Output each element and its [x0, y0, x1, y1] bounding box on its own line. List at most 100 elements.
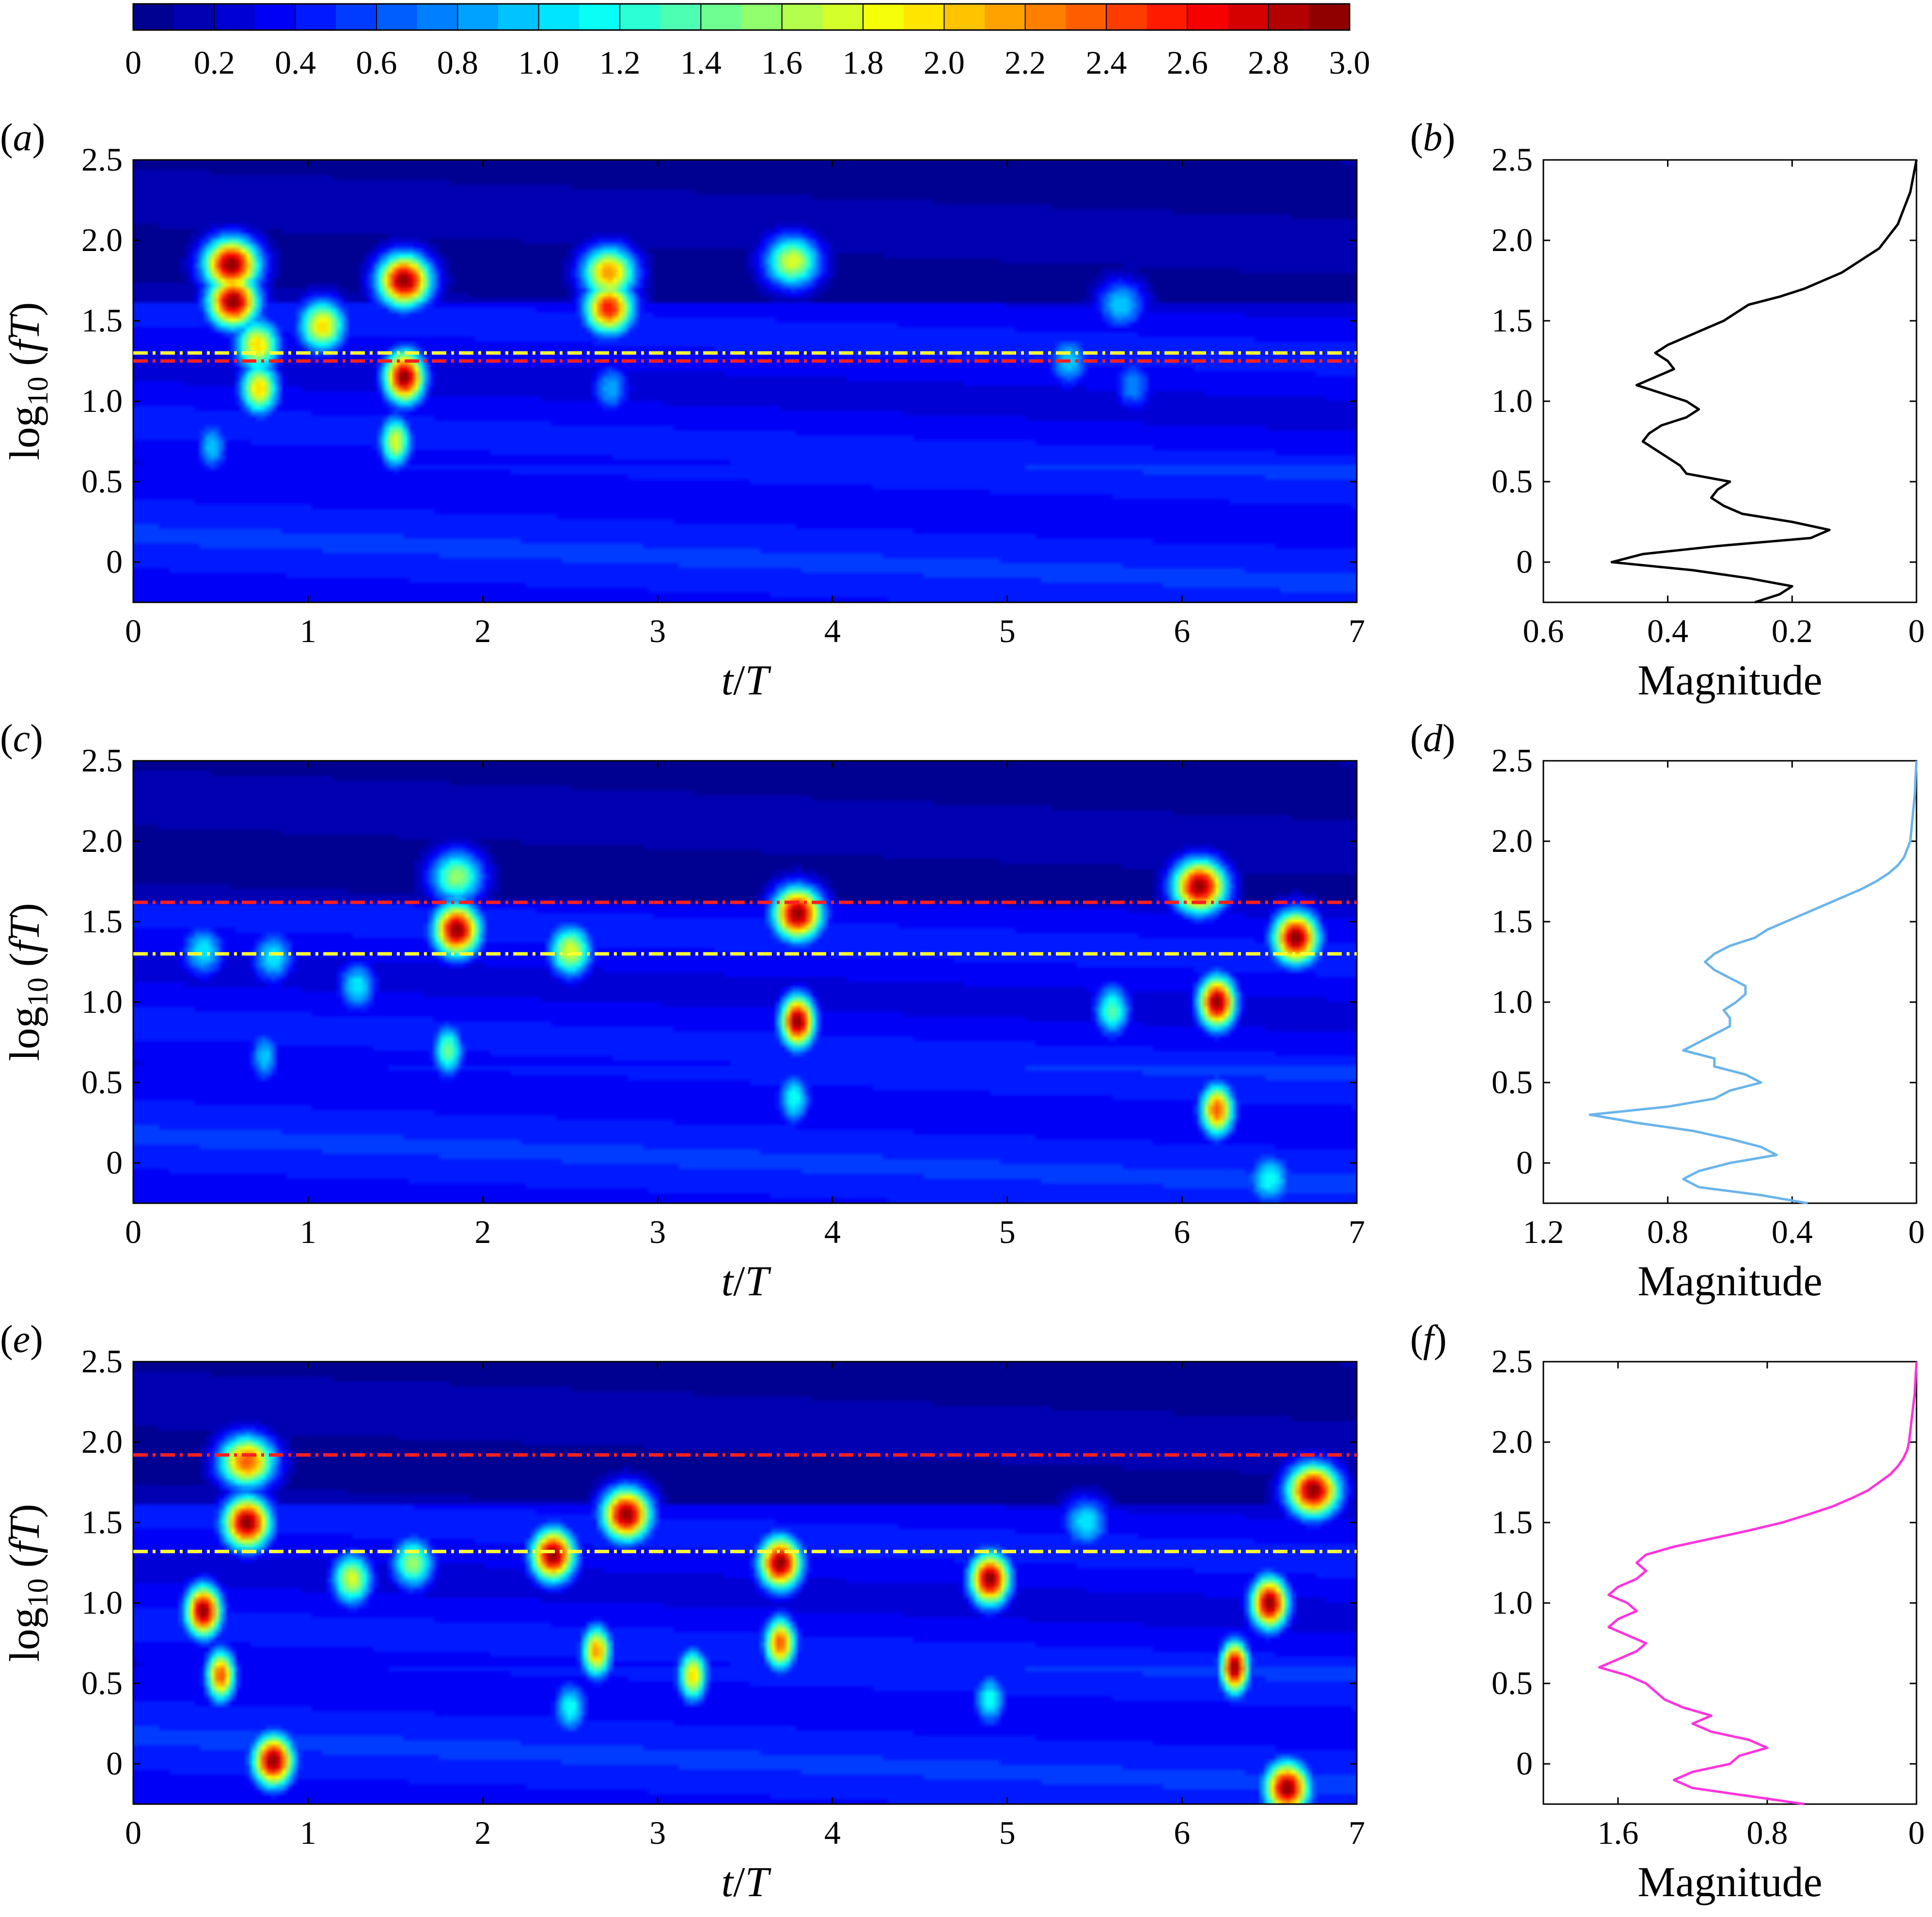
- colorbar: [132, 3, 1351, 31]
- colorbar-tick-label: 0.4: [275, 44, 316, 81]
- colorbar-level: [255, 4, 296, 30]
- colorbar-level: [701, 4, 742, 30]
- colorbar-tick-label: 2.6: [1167, 44, 1208, 81]
- x-tick-label: 0: [1908, 613, 1925, 649]
- colorbar-tick-label: 1.8: [843, 44, 884, 81]
- axes-5: [132, 1361, 1358, 1805]
- y-tick-label: 2.0: [1492, 822, 1533, 859]
- panel-label: (c): [0, 717, 43, 760]
- colorbar-tick-label: 0.8: [437, 44, 478, 81]
- colorbar-tick-label: 1.0: [518, 44, 559, 81]
- x-tick-label: 0.4: [1772, 1213, 1813, 1250]
- x-tick-label: 5: [999, 1814, 1016, 1851]
- colorbar-level: [336, 4, 377, 30]
- colorbar-level: [457, 4, 499, 30]
- y-tick-label: 0.5: [1492, 1665, 1533, 1701]
- y-tick-label: 0.5: [1492, 1064, 1533, 1100]
- y-axis-title: log10 (fT): [1, 903, 54, 1061]
- x-tick-label: 3: [649, 1213, 666, 1250]
- heatmap-field: [133, 761, 1357, 1203]
- x-tick-label: 5: [999, 1213, 1016, 1250]
- y-tick-label: 1.5: [81, 1504, 123, 1540]
- colorbar-level: [377, 4, 418, 30]
- x-tick-label: 7: [1349, 1213, 1365, 1250]
- y-tick-label: 0: [106, 1745, 123, 1782]
- colorbar-level: [660, 4, 702, 30]
- colorbar-level: [538, 4, 580, 30]
- colorbar-tick-label: 2.8: [1248, 44, 1289, 81]
- axes-1: [132, 159, 1358, 603]
- panel-label: (b): [1410, 116, 1455, 159]
- colorbar-level: [579, 4, 620, 30]
- y-tick-label: 2.0: [81, 1423, 123, 1460]
- x-tick-label: 0.8: [1647, 1213, 1688, 1250]
- colorbar-level: [620, 4, 661, 30]
- y-tick-label: 2.0: [81, 221, 123, 258]
- y-tick-label: 1.0: [1492, 382, 1533, 419]
- y-axis-title: log10 (fT): [1, 1504, 54, 1662]
- x-tick-label: 0.8: [1747, 1814, 1788, 1851]
- x-axis-title: Magnitude: [1637, 657, 1822, 704]
- x-tick-label: 4: [824, 1213, 841, 1250]
- colorbar-level: [822, 4, 864, 30]
- y-tick-label: 0.5: [1492, 463, 1533, 500]
- colorbar-tick-label: 2.0: [924, 44, 965, 81]
- panel-label: (d): [1410, 717, 1455, 760]
- colorbar-tick-label: 1.6: [761, 44, 802, 81]
- colorbar-level: [133, 4, 174, 30]
- x-tick-label: 0: [125, 1213, 141, 1250]
- x-tick-label: 4: [824, 613, 841, 649]
- colorbar-level: [1025, 4, 1067, 30]
- colorbar-level: [295, 4, 337, 30]
- x-tick-label: 0.4: [1647, 613, 1688, 649]
- x-tick-label: 3: [649, 613, 666, 649]
- y-tick-label: 2.0: [1492, 1423, 1533, 1460]
- colorbar-level: [1187, 4, 1228, 30]
- axes-3: [132, 760, 1358, 1204]
- y-tick-label: 2.5: [1492, 742, 1533, 779]
- x-tick-label: 6: [1174, 1213, 1190, 1250]
- colorbar-level: [1106, 4, 1147, 30]
- x-tick-label: 5: [999, 613, 1016, 649]
- y-tick-label: 0: [106, 1144, 123, 1181]
- y-tick-label: 1.5: [1492, 302, 1533, 339]
- colorbar-level: [1228, 4, 1269, 30]
- spectrum-line: [1598, 1361, 1918, 1806]
- colorbar-tick-label: 2.2: [1005, 44, 1046, 81]
- colorbar-level: [1147, 4, 1188, 30]
- colorbar-level: [417, 4, 458, 30]
- y-tick-label: 1.5: [1492, 1504, 1533, 1540]
- axes-4: [1542, 760, 1917, 1204]
- y-tick-label: 2.5: [81, 141, 123, 178]
- y-tick-label: 0: [106, 543, 123, 580]
- y-tick-label: 0: [1516, 543, 1533, 580]
- y-tick-label: 2.5: [81, 742, 123, 779]
- heatmap-field: [133, 1362, 1357, 1804]
- colorbar-tick-label: 2.4: [1086, 44, 1127, 81]
- x-axis-title: Magnitude: [1637, 1258, 1822, 1305]
- x-tick-label: 0: [125, 613, 141, 649]
- y-tick-label: 2.5: [1492, 1343, 1533, 1380]
- x-tick-label: 1: [300, 1814, 316, 1851]
- colorbar-level: [903, 4, 945, 30]
- colorbar-level: [985, 4, 1026, 30]
- x-tick-label: 6: [1174, 613, 1190, 649]
- y-tick-label: 0: [1516, 1745, 1533, 1782]
- x-axis-title: t/T: [722, 1859, 772, 1906]
- panel-label: (e): [0, 1318, 43, 1361]
- colorbar-level: [1066, 4, 1107, 30]
- y-axis-title: log10 (fT): [1, 302, 54, 460]
- x-tick-label: 1: [300, 613, 316, 649]
- x-tick-label: 1: [300, 1213, 316, 1250]
- y-tick-label: 0.5: [81, 463, 123, 500]
- colorbar-level: [741, 4, 783, 30]
- colorbar-tick-label: 0: [125, 44, 141, 81]
- x-tick-label: 0.6: [1523, 613, 1564, 649]
- axes-6: [1542, 1361, 1917, 1805]
- x-tick-label: 7: [1349, 1814, 1365, 1851]
- x-tick-label: 0: [1908, 1814, 1925, 1851]
- heatmap-field: [133, 160, 1357, 602]
- y-tick-label: 1.5: [81, 302, 123, 339]
- panel-label: (a): [0, 116, 45, 159]
